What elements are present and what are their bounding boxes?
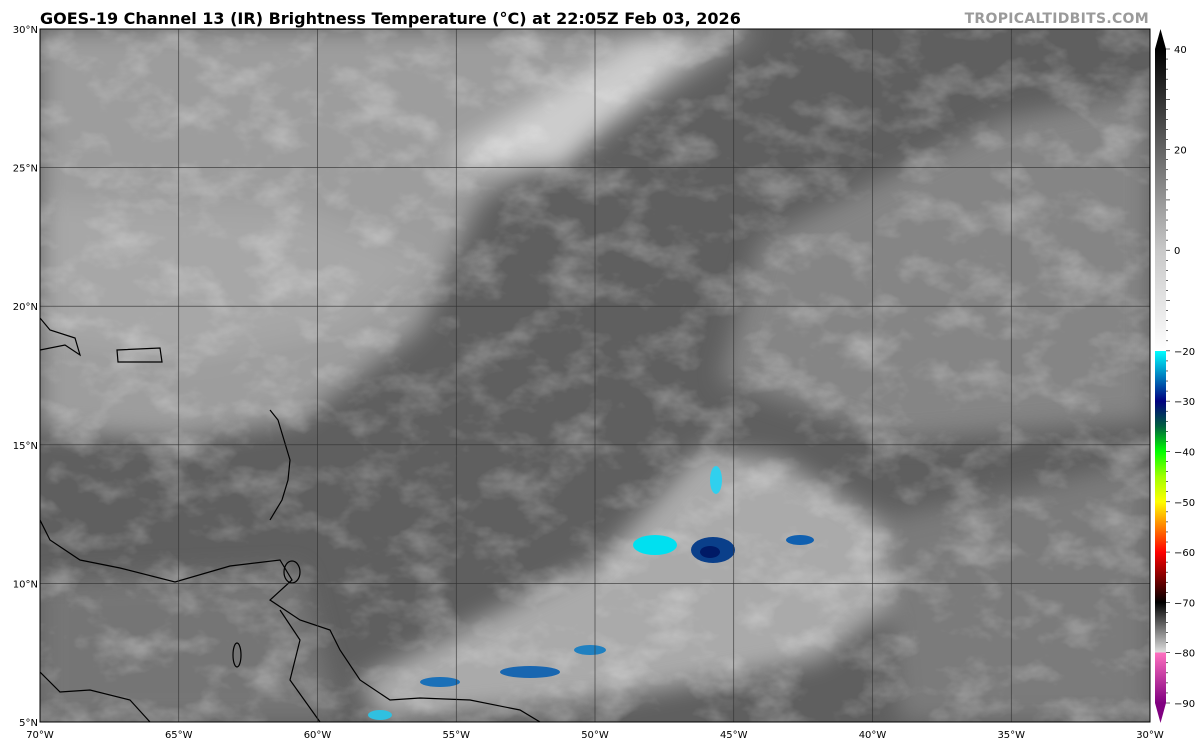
graticule: [40, 29, 1150, 722]
lon-label: 70°W: [26, 730, 54, 741]
lon-label: 60°W: [304, 730, 332, 741]
colorbar: 40 20 0 −20 −30 −40 −50 −60 −70 −80 −90: [1155, 29, 1195, 723]
lat-label: 30°N: [13, 25, 38, 36]
colorbar-max-arrow: [1155, 29, 1166, 49]
colorbar-label: −40: [1174, 447, 1195, 458]
lat-label: 10°N: [13, 579, 38, 590]
map-title: GOES-19 Channel 13 (IR) Brightness Tempe…: [40, 9, 741, 28]
lon-label: 50°W: [581, 730, 609, 741]
colorbar-label: −80: [1174, 649, 1195, 660]
lat-label: 5°N: [19, 718, 38, 729]
lon-label: 55°W: [442, 730, 470, 741]
colorbar-label: 20: [1174, 146, 1187, 157]
lat-label: 20°N: [13, 302, 38, 313]
coastlines: [40, 317, 541, 722]
colorbar-label: −70: [1174, 598, 1195, 609]
colorbar-label: −20: [1174, 347, 1195, 358]
colorbar-min-arrow: [1155, 703, 1166, 723]
lon-label: 30°W: [1136, 730, 1164, 741]
lon-label: 35°W: [997, 730, 1025, 741]
colorbar-label: 0: [1174, 246, 1180, 257]
lat-label: 25°N: [13, 164, 38, 175]
map-frame: [39, 28, 1151, 723]
colorbar-label: −90: [1174, 699, 1195, 710]
colorbar-label: −60: [1174, 548, 1195, 559]
colorbar-label: 40: [1174, 45, 1187, 56]
axis-labels: 70°W 65°W 60°W 55°W 50°W 45°W 40°W 35°W 30°W 5°N 1…: [13, 25, 1164, 741]
lon-label: 45°W: [720, 730, 748, 741]
watermark: TROPICALTIDBITS.COM: [964, 11, 1149, 27]
colorbar-label: −50: [1174, 498, 1195, 509]
cold-cloud-tops: [368, 466, 814, 720]
ir-imagery: [40, 29, 1150, 722]
lon-label: 40°W: [859, 730, 887, 741]
lon-label: 65°W: [165, 730, 193, 741]
colorbar-scale: [1155, 49, 1166, 703]
colorbar-label: −30: [1174, 397, 1195, 408]
lat-label: 15°N: [13, 441, 38, 452]
